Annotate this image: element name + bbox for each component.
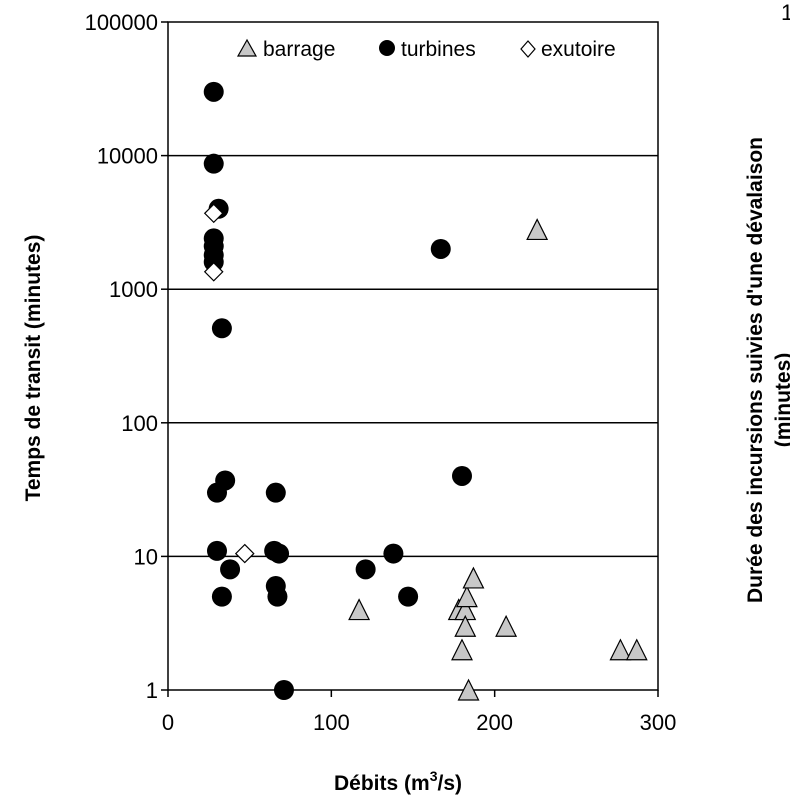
turbines-point — [211, 586, 232, 607]
y-axis-title: Temps de transit (minutes) — [22, 235, 45, 502]
turbines-point — [211, 318, 232, 339]
barrage-point — [526, 218, 549, 241]
exutoire-point — [203, 261, 224, 282]
turbines-point — [269, 543, 290, 564]
legend-triangle-icon — [236, 38, 258, 57]
x-tick-label: 100 — [313, 710, 350, 735]
y-tick-label: 10000 — [97, 144, 158, 169]
turbines-point — [355, 559, 376, 580]
legend-label-barrage: barrage — [263, 38, 335, 61]
turbines-point — [207, 540, 227, 561]
x-ticks: 0 100 200 300 — [162, 690, 676, 735]
legend-label-exutoire: exutoire — [541, 38, 616, 61]
turbines-point — [273, 680, 294, 700]
exutoire-point — [234, 543, 255, 564]
second-chart-y-axis-title: Durée des incursions suivies d'une déval… — [744, 137, 767, 603]
legend-label-turbines: turbines — [401, 38, 476, 61]
turbines-point — [220, 559, 241, 580]
turbines-point — [203, 81, 224, 102]
turbines-point — [398, 586, 419, 607]
barrage-point — [495, 614, 518, 637]
legend-circle-icon — [379, 40, 395, 56]
exutoire-point — [203, 203, 224, 224]
data-points — [203, 81, 648, 701]
second-chart-tick-label: 1 — [781, 0, 790, 25]
barrage-point — [454, 614, 477, 637]
x-axis-title-superscript: 3 — [430, 768, 438, 784]
plot-area-frame — [167, 21, 659, 691]
legend-diamond-icon — [520, 40, 536, 58]
turbines-point — [383, 543, 404, 564]
barrage-point — [455, 585, 478, 608]
x-tick-label: 0 — [162, 710, 174, 735]
y-tick-label: 100000 — [85, 10, 158, 35]
y-ticks: 1 10 100 1000 10000 100000 — [85, 10, 168, 703]
turbines-point — [203, 251, 224, 272]
turbines-point — [430, 238, 451, 259]
y-tick-label: 10 — [134, 544, 158, 569]
turbines-point — [265, 482, 286, 503]
x-tick-label: 300 — [640, 710, 677, 735]
barrage-point — [609, 638, 632, 661]
barrage-point — [457, 678, 480, 701]
y-tick-label: 1000 — [109, 277, 158, 302]
y-tick-label: 1 — [146, 678, 158, 703]
barrage-point — [348, 598, 371, 621]
turbines-point — [203, 153, 224, 174]
second-chart-y-axis-title-line2: (minutes) — [772, 353, 790, 448]
x-axis-title: Débits (m3/s) — [334, 768, 462, 795]
legend: barrage turbines exutoire — [236, 38, 616, 61]
turbines-point — [215, 470, 236, 491]
grid-lines — [168, 154, 658, 558]
y-tick-label: 100 — [121, 411, 158, 436]
barrage-point — [625, 638, 648, 661]
turbines-point — [267, 586, 288, 607]
x-tick-label: 200 — [476, 710, 513, 735]
barrage-point — [451, 638, 473, 661]
turbines-point — [452, 465, 472, 486]
barrage-point — [462, 566, 485, 589]
